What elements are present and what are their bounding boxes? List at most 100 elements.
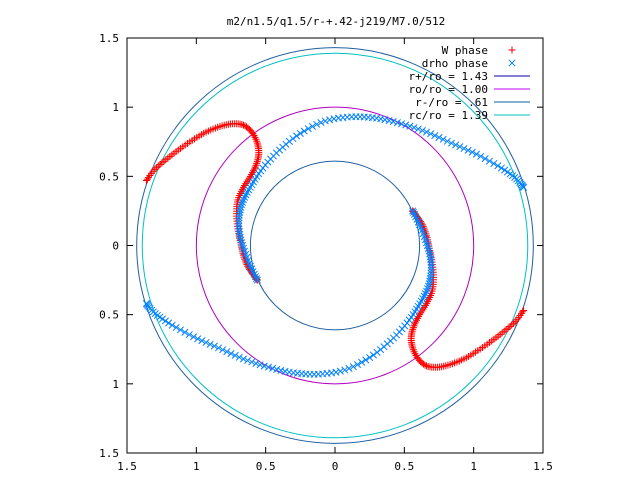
drho-phase-point-1-99 — [485, 157, 494, 165]
drho-phase-point-2-28 — [424, 282, 432, 290]
w-phase-point-2-80 — [418, 307, 426, 315]
drho-phase-point-1-77 — [393, 119, 401, 127]
drho-phase-point-2-91 — [210, 342, 218, 350]
drho-phase-point-1-26 — [236, 206, 244, 214]
drho-phase-point-1-78 — [398, 120, 406, 128]
w-phase-point-1-6 — [151, 165, 159, 173]
y-tick-label-6: 1.5 — [99, 32, 119, 45]
w-phase-point-1-79 — [245, 174, 253, 182]
drho-phase-point-1-14 — [238, 239, 246, 247]
x-tick-label-3: 0 — [332, 460, 339, 473]
drho-phase-point-2-114 — [142, 300, 150, 308]
drho-phase-point-1-28 — [238, 201, 246, 209]
drho-phase-point-2-99 — [176, 326, 185, 334]
drho-phase-point-1-58 — [313, 120, 321, 128]
x-tick-label-6: 1.5 — [533, 460, 553, 473]
drho-phase-point-1-16 — [236, 233, 244, 241]
w-phase-point-2-6 — [511, 318, 519, 326]
drho-phase-point-1-100 — [490, 159, 498, 168]
drho-phase-point-2-87 — [227, 350, 235, 358]
w-phase-point-2-9 — [506, 323, 514, 331]
w-phase-point-1-1 — [143, 175, 151, 183]
series-layer — [142, 113, 528, 378]
drho-phase-point-1-52 — [289, 135, 297, 143]
drho-phase-point-2-61 — [336, 367, 344, 375]
legend-label-1: W phase — [442, 44, 488, 57]
y-tick-label-4: 0.5 — [99, 170, 119, 183]
circle-4 — [141, 52, 529, 439]
x-tick-label-0: 1.5 — [117, 460, 137, 473]
drho-phase-point-2-52 — [373, 348, 381, 356]
y-tick-label-1: 1 — [112, 378, 119, 391]
drho-phase-point-1-54 — [296, 129, 304, 138]
drho-phase-point-2-102 — [165, 319, 173, 327]
drho-phase-point-1-60 — [321, 117, 329, 125]
drho-phase-point-1-15 — [237, 236, 245, 244]
drho-phase-point-1-27 — [237, 203, 245, 211]
drho-phase-point-2-86 — [231, 351, 239, 360]
w-phase-point-1-9 — [156, 160, 164, 168]
drho-phase-point-1-86 — [431, 131, 439, 140]
legend-symbol-2 — [508, 59, 516, 67]
drho-phase-point-2-60 — [341, 366, 349, 374]
drho-phase-point-2-19 — [427, 258, 435, 266]
drho-phase-point-1-90 — [447, 139, 456, 147]
circle-3 — [249, 160, 421, 331]
drho-phase-point-2-94 — [198, 337, 206, 345]
drho-phase-point-1-92 — [456, 143, 464, 151]
drho-phase-point-2-1 — [409, 208, 417, 216]
drho-phase-point-1-19 — [235, 225, 243, 233]
drho-phase-point-2-93 — [202, 338, 210, 347]
drho-phase-point-1-87 — [435, 133, 443, 141]
y-tick-label-3: 0 — [112, 240, 119, 253]
legend-symbol-1 — [508, 46, 516, 54]
drho-phase-point-1-1 — [253, 275, 261, 283]
drho-phase-point-2-95 — [194, 335, 202, 343]
drho-phase-point-2-90 — [214, 344, 223, 352]
drho-phase-point-1-57 — [308, 122, 317, 131]
drho-phase-point-1-75 — [385, 117, 393, 125]
series-2-arm-2 — [142, 207, 435, 378]
drho-phase-point-2-80 — [256, 361, 264, 369]
drho-phase-point-2-15 — [425, 247, 433, 255]
drho-phase-point-2-53 — [369, 351, 377, 359]
drho-phase-point-2-89 — [219, 346, 227, 354]
drho-phase-point-1-20 — [235, 222, 243, 230]
drho-phase-point-1-81 — [410, 124, 418, 132]
drho-phase-point-1-114 — [520, 183, 528, 191]
w-phase-point-1-55 — [249, 130, 257, 138]
y-tick-label-0: 1.5 — [99, 447, 119, 460]
drho-phase-point-2-75 — [277, 366, 285, 374]
x-tick-label-2: 0.5 — [256, 460, 276, 473]
w-phase-point-2-1 — [519, 308, 527, 316]
drho-phase-point-2-83 — [244, 356, 252, 365]
drho-phase-point-1-85 — [427, 130, 435, 138]
drho-phase-point-2-96 — [190, 333, 198, 341]
drho-phase-point-2-56 — [358, 358, 366, 366]
y-tick-label-2: 0.5 — [99, 309, 119, 322]
drho-phase-point-2-84 — [239, 355, 248, 363]
legend-label-6: rc/ro = 1.39 — [409, 109, 488, 122]
drho-phase-point-2-14 — [424, 244, 432, 252]
drho-phase-point-2-78 — [264, 363, 272, 371]
drho-phase-point-2-55 — [362, 356, 370, 364]
series-1-arm-1 — [142, 120, 263, 284]
y-tick-label-5: 1 — [112, 101, 119, 114]
drho-phase-point-1-94 — [464, 146, 472, 154]
legend-label-2: drho phase — [422, 57, 488, 70]
drho-phase-point-1-76 — [389, 118, 397, 126]
drho-phase-point-1-101 — [494, 162, 502, 170]
x-tick-label-5: 1 — [470, 460, 477, 473]
drho-phase-point-2-85 — [235, 353, 243, 361]
drho-phase-point-2-21 — [427, 264, 435, 272]
w-phase-point-2-55 — [413, 353, 421, 361]
drho-phase-point-2-20 — [427, 261, 435, 269]
drho-phase-point-2-88 — [223, 348, 231, 356]
w-phase-point-1-7 — [152, 164, 160, 172]
drho-phase-point-1-89 — [443, 137, 451, 145]
drho-phase-point-2-101 — [168, 321, 176, 329]
drho-phase-point-2-26 — [426, 277, 434, 285]
drho-phase-point-1-53 — [293, 132, 301, 140]
